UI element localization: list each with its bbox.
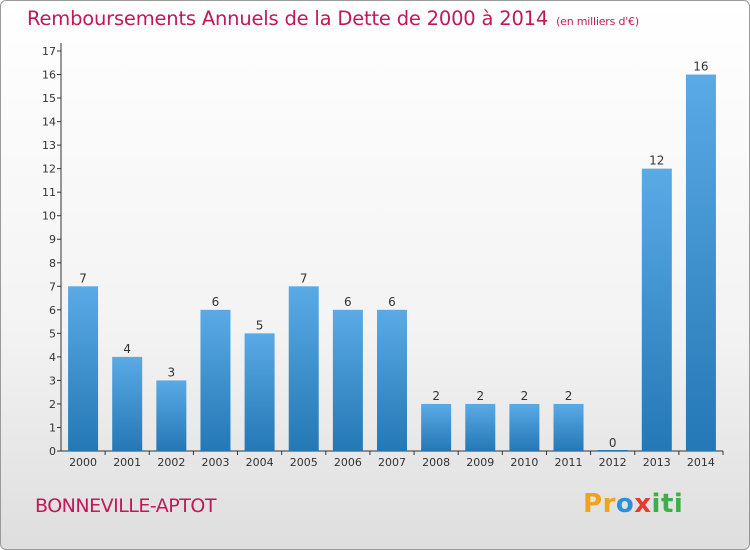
chart-title: Remboursements Annuels de la Dette de 20… [27, 7, 639, 30]
x-tick-label: 2011 [555, 456, 583, 469]
data-label: 2 [521, 389, 529, 403]
y-tick-label: 13 [42, 139, 56, 152]
data-label: 7 [300, 271, 308, 285]
y-tick-label: 16 [42, 69, 56, 82]
x-tick-label: 2009 [466, 456, 494, 469]
data-label: 12 [649, 154, 664, 168]
y-tick-label: 5 [49, 327, 56, 340]
data-label: 6 [344, 295, 352, 309]
x-tick-label: 2006 [334, 456, 362, 469]
bar [332, 309, 363, 451]
data-label: 6 [388, 295, 396, 309]
x-tick-label: 2010 [510, 456, 538, 469]
unit-note: (en milliers d'€) [556, 15, 639, 28]
x-tick-label: 2003 [201, 456, 229, 469]
x-tick-label: 2005 [290, 456, 318, 469]
data-label: 7 [79, 271, 87, 285]
bar [244, 333, 275, 451]
data-label: 0 [609, 436, 617, 450]
data-label: 3 [168, 365, 176, 379]
y-tick-label: 6 [49, 304, 56, 317]
y-tick-label: 12 [42, 163, 56, 176]
bar [200, 309, 231, 451]
x-tick-label: 2013 [643, 456, 671, 469]
y-tick-label: 7 [49, 280, 56, 293]
y-tick-label: 9 [49, 233, 56, 246]
y-tick-label: 11 [42, 186, 56, 199]
x-tick-label: 2001 [113, 456, 141, 469]
town-name: BONNEVILLE-APTOT [35, 495, 216, 517]
logo-letter: i [651, 489, 661, 519]
data-label: 5 [256, 318, 264, 332]
y-tick-label: 3 [49, 374, 56, 387]
x-tick-label: 2012 [599, 456, 627, 469]
x-tick-label: 2004 [246, 456, 274, 469]
data-label: 2 [432, 389, 440, 403]
bar [509, 403, 540, 451]
x-tick-label: 2014 [687, 456, 715, 469]
y-tick-label: 17 [42, 45, 56, 58]
data-label: 16 [693, 60, 708, 74]
proxiti-logo: Proxiti [583, 489, 683, 519]
bar [288, 286, 319, 451]
chart-title-text: Remboursements Annuels de la Dette de 20… [27, 7, 549, 30]
logo-letter: t [660, 489, 674, 519]
data-label: 2 [565, 389, 573, 403]
y-tick-label: 0 [49, 445, 56, 458]
logo-letter: r [602, 489, 616, 519]
logo-letter: P [583, 489, 603, 519]
data-label: 2 [476, 389, 484, 403]
bar [68, 286, 99, 451]
bar [465, 403, 496, 451]
bar [685, 74, 716, 451]
y-tick-label: 10 [42, 210, 56, 223]
data-labels: 7 4 3 6 5 7 6 6 2 2 2 2 0 12 16 [79, 60, 708, 450]
y-tick-label: 15 [42, 92, 56, 105]
logo-letter: i [673, 489, 684, 519]
bar [553, 403, 584, 451]
y-tick-label: 4 [49, 351, 56, 364]
bar [112, 356, 143, 451]
y-tick-label: 2 [49, 398, 56, 411]
logo-letter: x [634, 489, 652, 519]
bar [377, 309, 407, 451]
bars [68, 74, 716, 452]
y-tick-label: 14 [42, 116, 56, 129]
x-tick-label: 2007 [378, 456, 406, 469]
y-tick-label: 1 [49, 421, 56, 434]
bar [421, 403, 452, 451]
logo-letter: o [615, 489, 635, 519]
x-tick-label: 2000 [69, 456, 97, 469]
bar [156, 380, 187, 451]
x-tick-label: 2002 [157, 456, 185, 469]
data-label: 4 [123, 342, 131, 356]
x-tick-label: 2008 [422, 456, 450, 469]
y-tick-label: 8 [49, 257, 56, 270]
bar [641, 168, 672, 451]
data-label: 6 [212, 295, 220, 309]
